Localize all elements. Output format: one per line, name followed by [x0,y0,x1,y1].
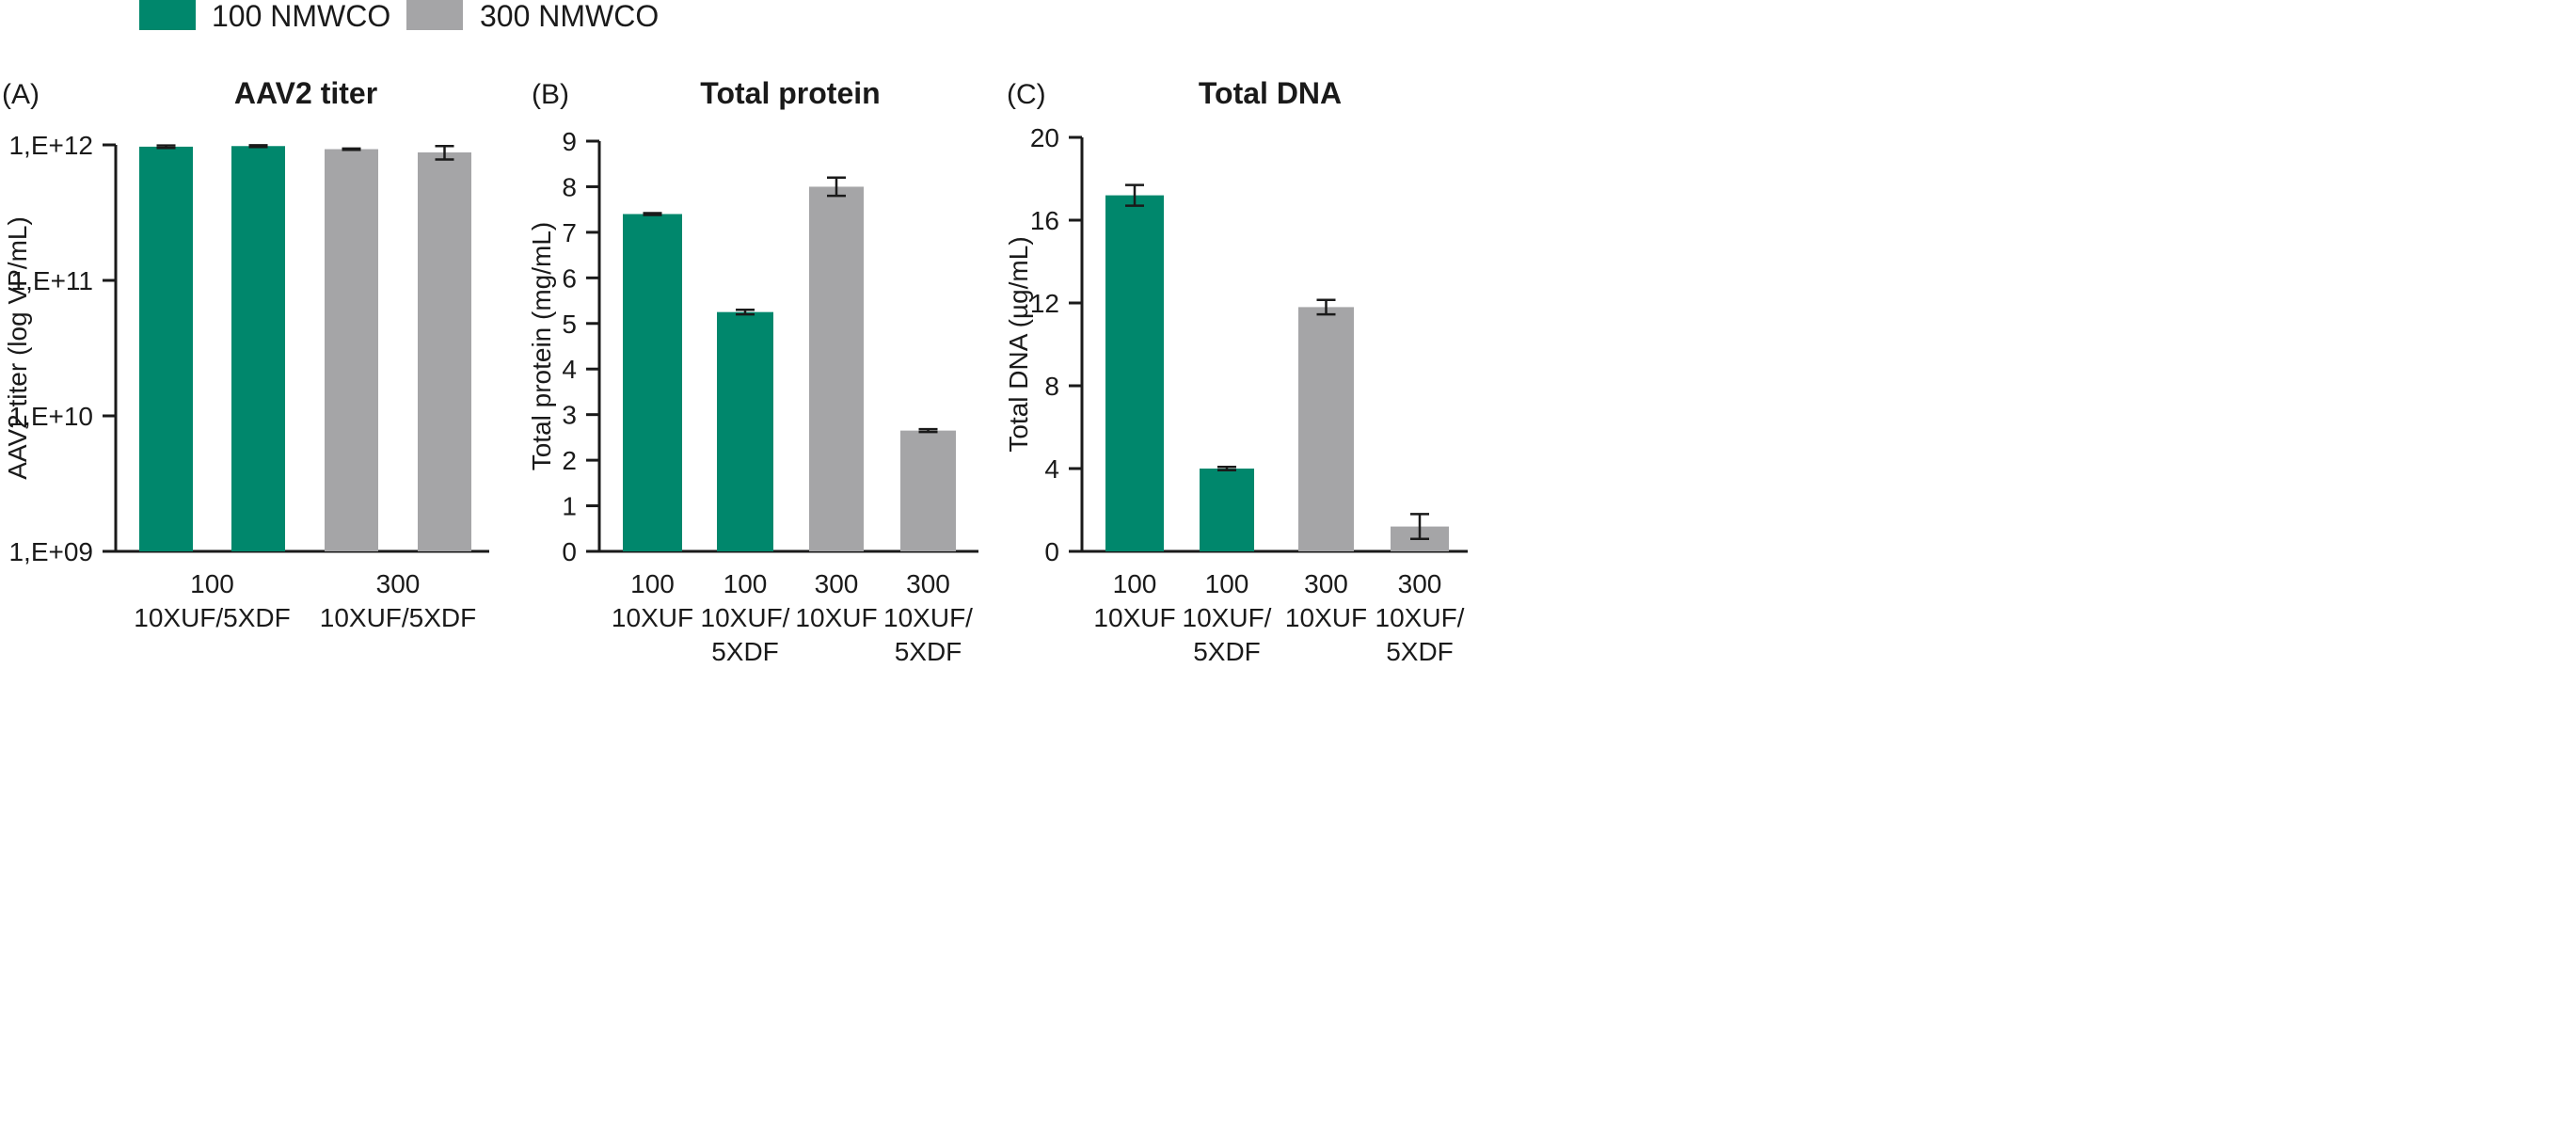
chart-panel-1: (A) AAV2 titer AAV2 titer (log VP/mL) 1,E+0… [2,76,489,632]
panel-label: (A) [2,79,40,110]
error-bar [435,145,454,161]
x-tick-label: 5XDF [895,637,962,666]
y-tick-label: 5 [562,310,577,339]
chart-title: Total protein [700,76,880,110]
error-bar [1316,298,1336,316]
x-tick-label: 300 [815,569,859,598]
chart-title: AAV2 titer [234,76,377,110]
bar [1105,195,1164,551]
bar [1200,469,1254,551]
x-tick-label: 5XDF [1386,637,1454,666]
x-group-label: 100 [190,569,234,598]
error-bar [643,212,662,216]
bar [1298,307,1354,551]
x-group-label: 300 [376,569,421,598]
legend-label-300: 300 NMWCO [480,0,659,33]
x-tick-label: 100 [1205,569,1249,598]
y-tick-label: 1 [562,492,577,521]
y-tick-label: 4 [1044,454,1059,484]
x-group-label: 10XUF/5XDF [134,603,291,632]
y-tick-label: 12 [1030,289,1059,318]
error-bar [1217,465,1236,472]
x-tick-label: 300 [1304,569,1348,598]
x-tick-label: 10XUF/ [883,603,973,632]
panel-label: (B) [532,79,569,110]
chart-panel-3: (C) Total DNA Total DNA (µg/mL) 0 4 8 12 16 20 10… [1004,76,1468,666]
error-bar [156,144,176,150]
bar [900,430,956,551]
y-axis-label: Total DNA (µg/mL) [1004,236,1033,452]
bar [418,151,471,551]
x-tick-label: 10XUF/ [1375,603,1465,632]
panel-label: (C) [1007,79,1046,110]
error-bar [248,144,268,149]
x-tick-label: 100 [724,569,768,598]
y-tick-label: 4 [562,355,577,384]
bar [325,149,378,551]
x-tick-label: 10XUF [1285,603,1367,632]
x-group-label: 10XUF/5XDF [320,603,477,632]
error-bar [918,427,938,434]
error-bar [1125,183,1144,207]
y-tick-label: 1,E+10 [8,402,93,431]
x-tick-label: 10XUF/ [1183,603,1272,632]
y-tick-label: 3 [562,401,577,430]
bar [717,311,773,551]
x-tick-label: 100 [1113,569,1157,598]
chart-title: Total DNA [1199,76,1342,110]
error-bar [1410,513,1429,541]
y-tick-label: 0 [1044,537,1059,566]
y-tick-label: 20 [1030,123,1059,152]
y-tick-label: 6 [562,263,577,293]
chart-panel-2: (B) Total protein Total protein (mg/mL) 0 1 2… [527,76,978,666]
bar [139,146,193,551]
y-tick-label: 2 [562,446,577,475]
y-tick-label: 8 [1044,372,1059,401]
error-bar [342,147,361,151]
y-tick-label: 9 [562,127,577,156]
x-tick-label: 5XDF [1193,637,1261,666]
legend-label-100: 100 NMWCO [212,0,390,33]
x-tick-label: 5XDF [711,637,779,666]
y-tick-label: 16 [1030,206,1059,235]
bar [809,186,864,551]
y-tick-label: 1,E+09 [8,537,93,566]
x-tick-label: 10XUF [1093,603,1175,632]
y-tick-label: 1,E+11 [11,266,93,295]
y-tick-label: 8 [562,172,577,201]
legend-swatch-100 [139,0,196,30]
error-bar [736,308,755,316]
x-tick-label: 10XUF [612,603,693,632]
x-tick-label: 10XUF/ [701,603,790,632]
y-axis-label: Total protein (mg/mL) [527,222,556,471]
y-tick-label: 0 [562,537,577,566]
legend-swatch-300 [406,0,463,30]
x-tick-label: 100 [630,569,675,598]
y-tick-label: 1,E+12 [8,131,93,160]
x-tick-label: 10XUF [795,603,877,632]
x-tick-label: 300 [1398,569,1442,598]
error-bar [827,176,846,198]
x-tick-label: 300 [906,569,950,598]
bar [231,146,285,552]
y-axis-label: AAV2 titer (log VP/mL) [3,216,32,480]
legend: 100 NMWCO 300 NMWCO [139,0,659,33]
bar [623,214,682,551]
y-tick-label: 7 [562,218,577,247]
